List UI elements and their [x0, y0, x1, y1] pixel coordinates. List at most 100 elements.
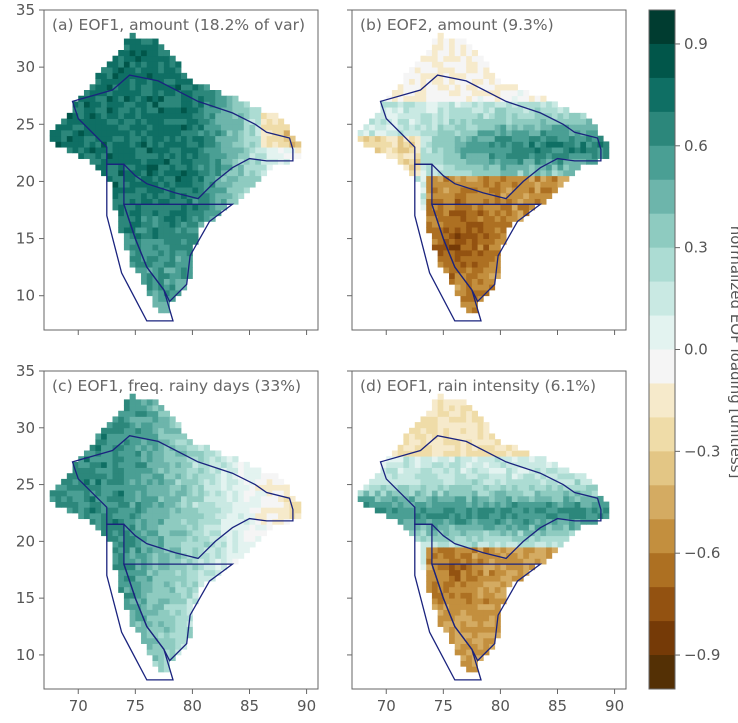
- map-cell: [449, 444, 456, 451]
- map-cell: [409, 130, 416, 137]
- map-cell: [129, 410, 136, 417]
- map-cell: [129, 399, 136, 406]
- map-cell: [95, 478, 102, 485]
- map-cell: [163, 592, 170, 599]
- map-cell: [249, 181, 256, 188]
- map-cell: [471, 575, 478, 582]
- map-cell: [420, 490, 427, 497]
- map-cell: [466, 552, 473, 559]
- map-cell: [135, 581, 142, 588]
- map-cell: [494, 221, 501, 228]
- map-cell: [203, 467, 210, 474]
- map-cell: [266, 518, 273, 525]
- map-cell: [540, 456, 547, 463]
- map-cell: [437, 130, 444, 137]
- map-cell: [471, 141, 478, 148]
- map-cell: [215, 524, 222, 531]
- map-cell: [460, 484, 467, 491]
- map-cell: [152, 603, 159, 610]
- map-cell: [181, 541, 188, 548]
- map-cell: [175, 586, 182, 593]
- map-cell: [528, 112, 536, 119]
- map-cell: [506, 215, 513, 222]
- map-cell: [471, 61, 478, 68]
- map-cell: [95, 512, 102, 520]
- map-cell: [192, 592, 199, 599]
- map-cell: [574, 518, 581, 525]
- map-cell: [266, 524, 273, 531]
- map-cell: [369, 141, 376, 148]
- map-cell: [146, 147, 153, 154]
- map-cell: [466, 147, 473, 154]
- map-cell: [192, 484, 199, 491]
- map-cell: [141, 490, 148, 497]
- map-cell: [483, 478, 490, 485]
- map-cell: [238, 507, 245, 514]
- map-cell: [500, 518, 507, 525]
- map-cell: [466, 301, 473, 308]
- map-cell: [466, 478, 473, 485]
- map-cell: [123, 72, 131, 79]
- map-cell: [414, 535, 421, 542]
- map-cell: [363, 135, 370, 142]
- map-cell: [129, 67, 136, 74]
- map-cell: [454, 444, 461, 451]
- map-cell: [255, 507, 262, 514]
- map-cell: [186, 227, 193, 234]
- map-cell: [89, 478, 96, 485]
- map-cell: [403, 473, 410, 480]
- map-cell: [449, 439, 456, 446]
- map-cell: [283, 141, 290, 148]
- map-cell: [420, 170, 427, 177]
- map-cell: [454, 547, 461, 554]
- map-cell: [443, 427, 450, 434]
- map-cell: [477, 558, 484, 565]
- map-cell: [580, 124, 587, 131]
- map-cell: [489, 158, 496, 165]
- map-cell: [129, 581, 136, 588]
- map-cell: [123, 221, 131, 228]
- map-cell: [409, 170, 416, 177]
- map-cell: [489, 84, 496, 91]
- map-cell: [146, 637, 153, 644]
- map-cell: [83, 152, 91, 159]
- map-cell: [135, 444, 142, 451]
- map-cell: [517, 198, 524, 205]
- map-cell: [591, 152, 598, 159]
- map-cell: [477, 586, 484, 593]
- map-cell: [471, 272, 478, 279]
- map-cell: [454, 632, 461, 639]
- map-cell: [506, 118, 513, 125]
- map-cell: [431, 147, 439, 154]
- map-cell: [186, 535, 193, 542]
- map-cell: [72, 495, 79, 503]
- map-cell: [426, 107, 433, 114]
- map-cell: [500, 450, 507, 457]
- map-cell: [112, 450, 119, 457]
- map-cell: [226, 198, 233, 205]
- colorbar-segment: [649, 655, 675, 690]
- map-cell: [181, 118, 188, 125]
- map-cell: [534, 473, 541, 480]
- map-cell: [517, 164, 524, 171]
- colorbar-segment: [649, 281, 675, 317]
- map-cell: [409, 490, 416, 497]
- map-cell: [431, 158, 439, 165]
- map-cell: [431, 124, 439, 131]
- map-cell: [483, 541, 490, 548]
- map-cell: [466, 456, 473, 463]
- map-cell: [460, 581, 467, 588]
- map-cell: [238, 490, 245, 497]
- map-cell: [232, 181, 239, 188]
- map-cell: [477, 512, 484, 520]
- map-cell: [152, 512, 159, 520]
- map-cell: [426, 181, 433, 188]
- map-cell: [112, 107, 119, 114]
- map-cell: [192, 238, 199, 245]
- map-cell: [466, 78, 473, 85]
- map-cell: [163, 586, 170, 593]
- map-cell: [534, 152, 541, 159]
- map-cell: [511, 541, 518, 548]
- map-cell: [175, 135, 182, 142]
- map-cell: [454, 620, 461, 627]
